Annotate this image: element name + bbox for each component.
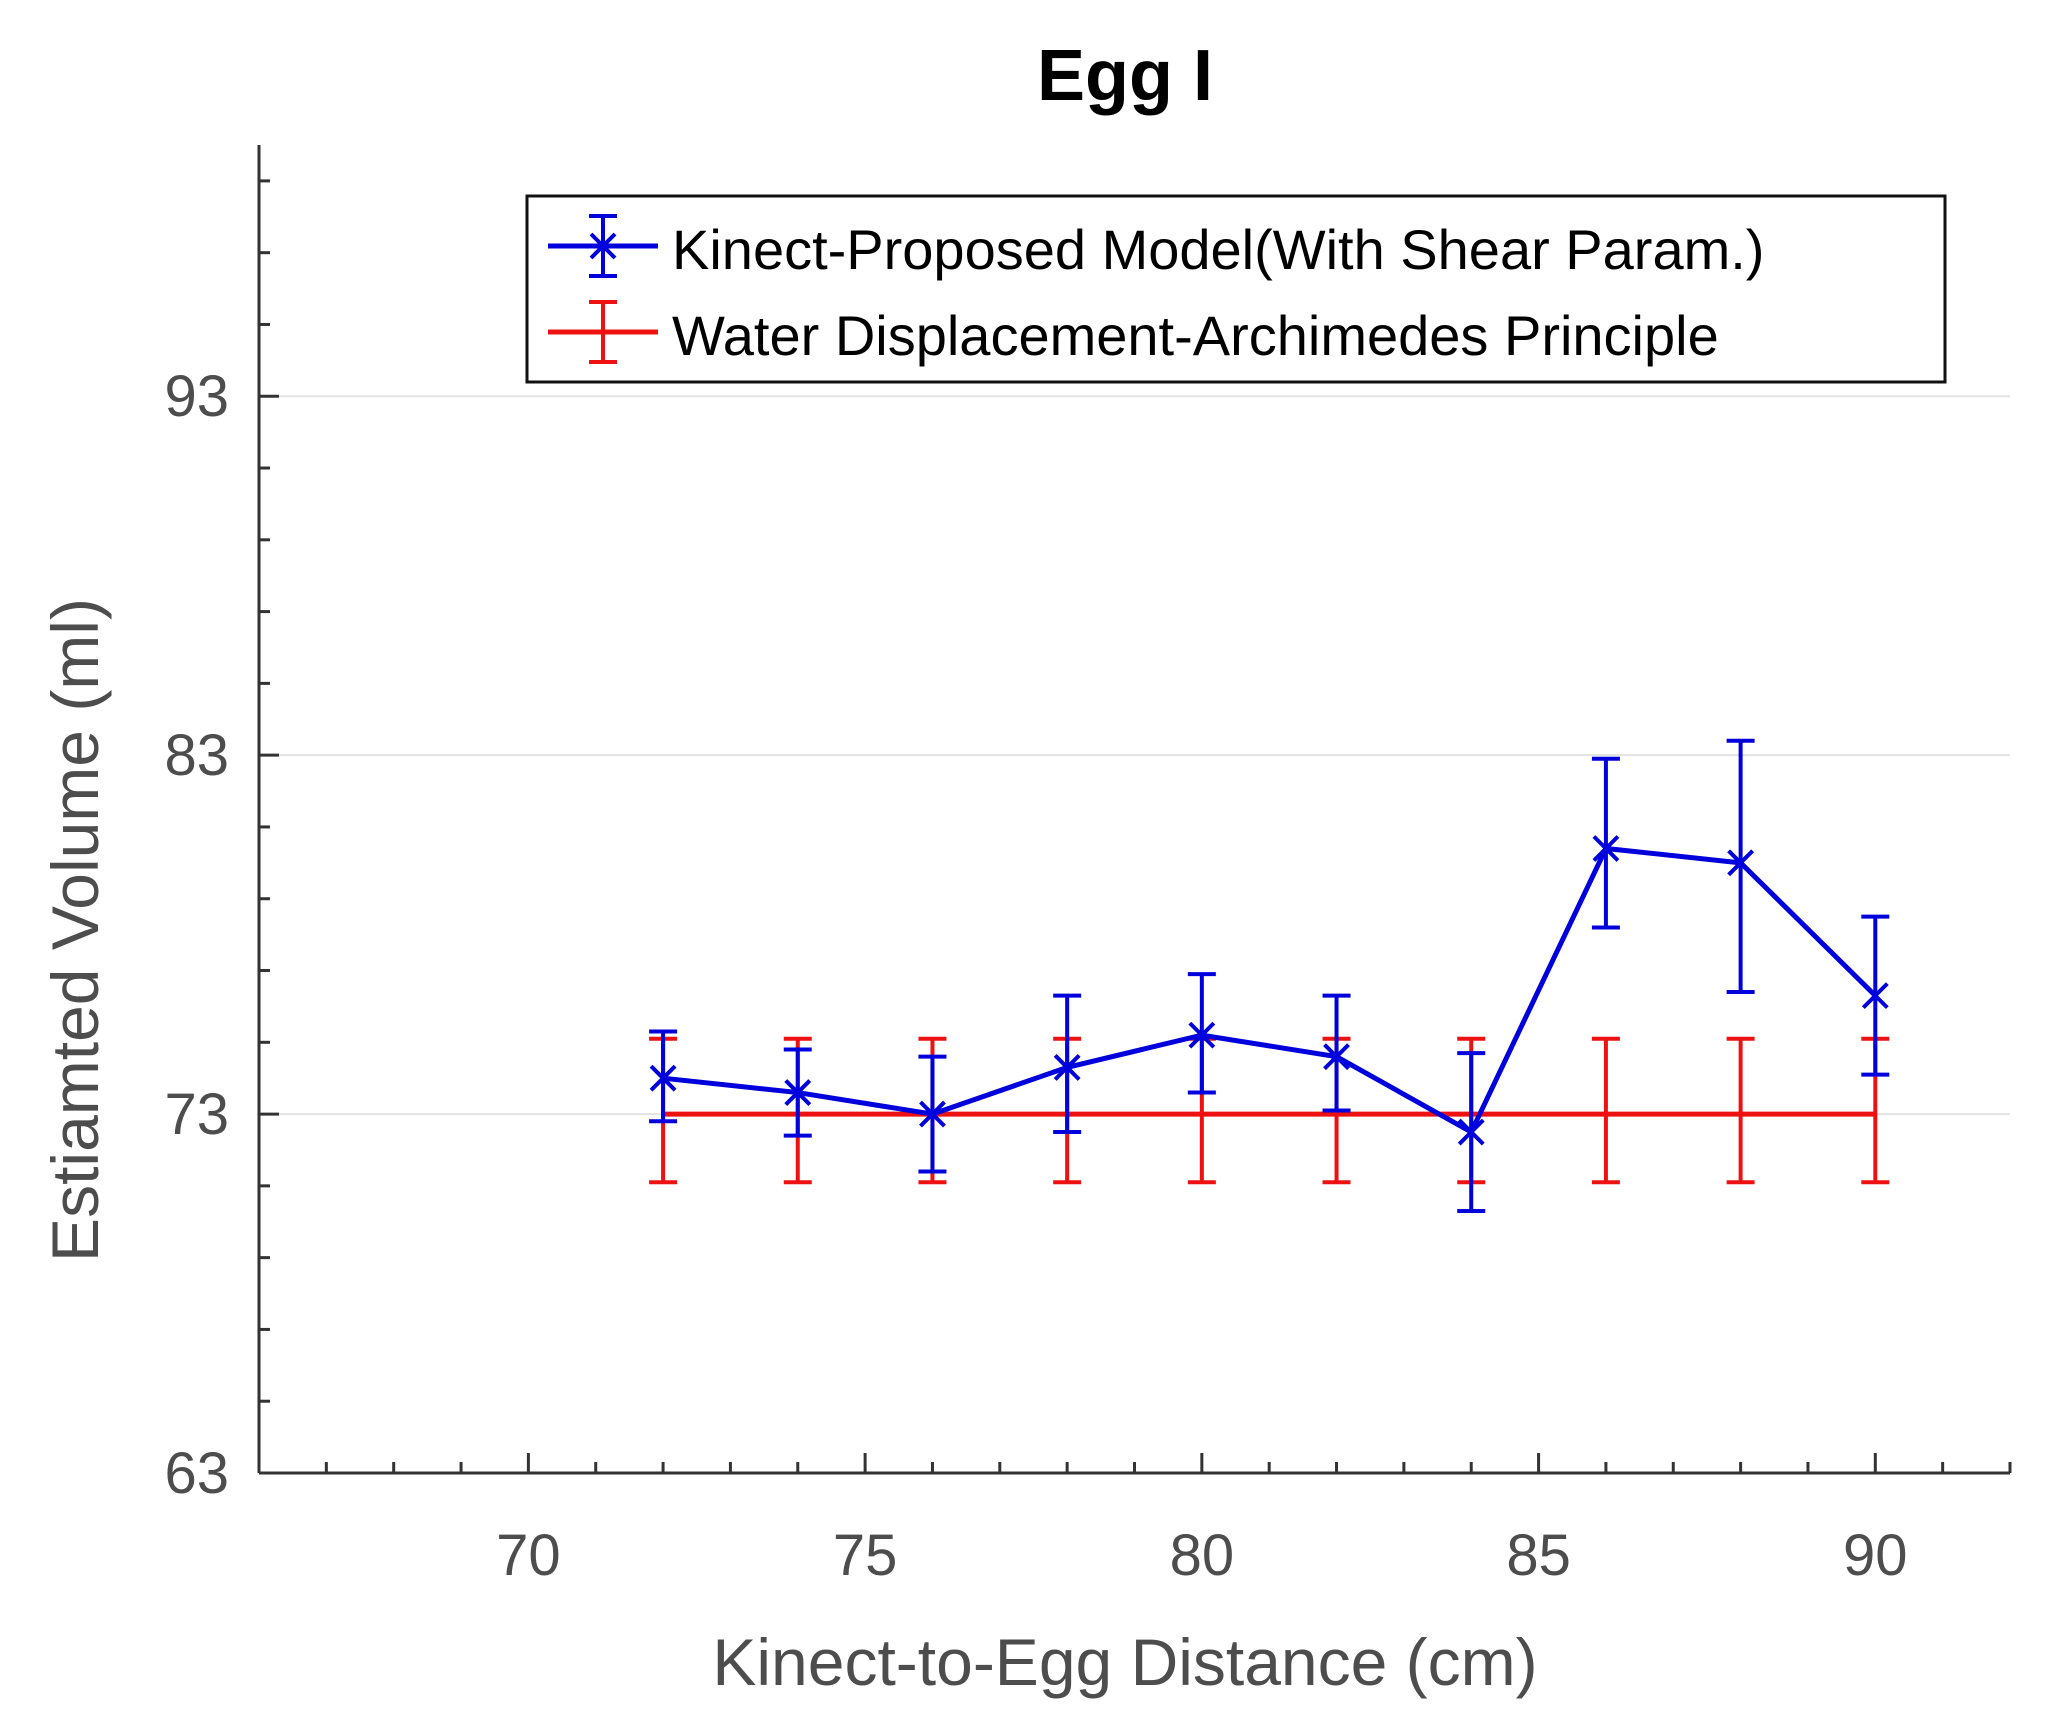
chart-title: Egg I xyxy=(1037,36,1213,116)
legend-swatch-0 xyxy=(548,214,658,278)
marker-stroke-b xyxy=(1323,1043,1350,1071)
data-point-0-8 xyxy=(1727,849,1755,877)
axis-ticks: 63 73 83 93 70 75 80 85 90 xyxy=(164,179,2012,1588)
legend-box xyxy=(525,194,1947,384)
data-point-0-4 xyxy=(1188,1021,1216,1049)
x-tick-label-70: 70 xyxy=(496,1523,561,1588)
data-point-0-3 xyxy=(1053,1054,1081,1081)
data-point-0-6 xyxy=(1457,1118,1485,1146)
marker-stroke-b xyxy=(1053,1054,1081,1081)
legend-entries xyxy=(548,214,658,364)
marker-stroke-b xyxy=(1861,982,1889,1010)
legend-marker-b xyxy=(589,232,617,260)
marker-stroke-b xyxy=(1457,1118,1485,1146)
marker-stroke-b xyxy=(1592,835,1620,862)
marker-stroke-b xyxy=(784,1079,812,1106)
legend-label-kinect: Kinect-Proposed Model(With Shear Param.) xyxy=(672,218,1764,281)
series-0 xyxy=(649,738,1890,1213)
x-tick-label-85: 85 xyxy=(1506,1523,1571,1588)
marker-stroke-b xyxy=(1188,1021,1216,1049)
marker-stroke-b xyxy=(649,1064,677,1092)
marker-stroke-b xyxy=(919,1100,946,1128)
data-point-0-0 xyxy=(649,1064,677,1092)
data-point-0-9 xyxy=(1861,982,1889,1010)
y-tick-label-73: 73 xyxy=(164,1082,229,1147)
data-point-0-7 xyxy=(1592,835,1620,862)
legend-label-water: Water Displacement-Archimedes Principle xyxy=(672,304,1719,367)
gridlines xyxy=(259,395,2010,1116)
legend-swatch-1 xyxy=(548,300,658,364)
data-point-0-2 xyxy=(919,1100,946,1128)
y-axis-label: Estiamted Volume (ml) xyxy=(38,598,112,1262)
series-line-0 xyxy=(662,845,1878,1136)
x-tick-label-75: 75 xyxy=(833,1523,898,1588)
y-tick-label-83: 83 xyxy=(164,723,229,788)
series-1 xyxy=(649,1036,1890,1185)
marker-stroke-b xyxy=(1727,849,1755,877)
y-tick-label-63: 63 xyxy=(164,1441,229,1506)
data-point-0-5 xyxy=(1323,1043,1350,1071)
x-tick-label-80: 80 xyxy=(1170,1523,1235,1588)
x-tick-label-90: 90 xyxy=(1843,1523,1908,1588)
y-tick-label-93: 93 xyxy=(164,364,229,429)
data-point-0-1 xyxy=(784,1079,812,1106)
data-series xyxy=(649,738,1890,1213)
legend: Kinect-Proposed Model(With Shear Param.)… xyxy=(525,194,1947,384)
x-axis-label: Kinect-to-Egg Distance (cm) xyxy=(712,1625,1537,1699)
